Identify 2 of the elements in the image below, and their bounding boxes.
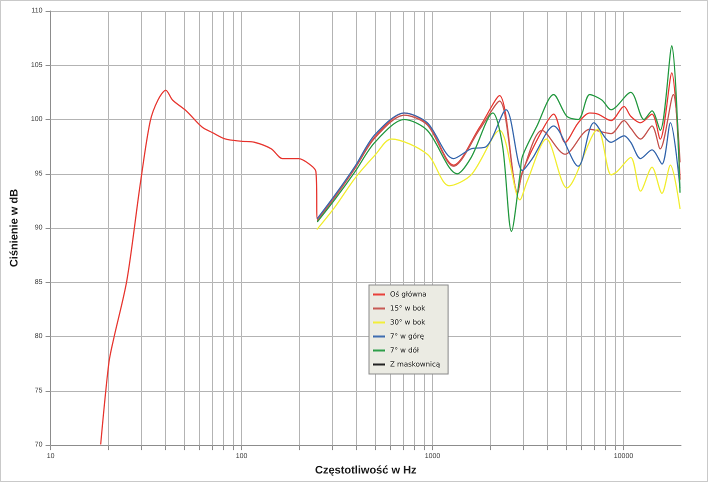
x-axis-title: Częstotliwość w Hz — [315, 464, 418, 476]
y-axis-title: Ciśnienie w dB — [8, 188, 20, 268]
